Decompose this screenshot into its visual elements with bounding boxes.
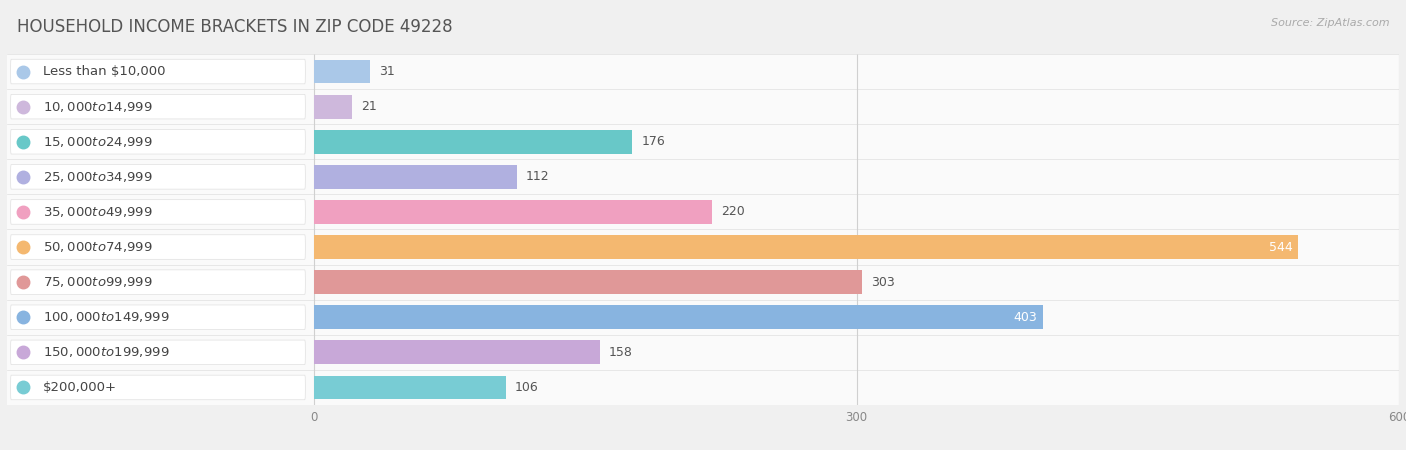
Text: 403: 403 [1014, 311, 1038, 324]
Bar [7, 300, 1399, 335]
FancyBboxPatch shape [11, 94, 305, 119]
Text: $50,000 to $74,999: $50,000 to $74,999 [44, 240, 153, 254]
Bar [7, 194, 1399, 230]
Bar [315, 375, 506, 400]
Text: 220: 220 [721, 206, 745, 218]
Text: $25,000 to $34,999: $25,000 to $34,999 [44, 170, 153, 184]
Bar [7, 370, 1399, 405]
FancyBboxPatch shape [11, 200, 305, 224]
Text: $15,000 to $24,999: $15,000 to $24,999 [44, 135, 153, 149]
Bar [7, 89, 1399, 124]
Text: 31: 31 [380, 65, 395, 78]
Bar [315, 270, 862, 294]
FancyBboxPatch shape [11, 270, 305, 294]
Bar [315, 305, 1043, 329]
Text: $150,000 to $199,999: $150,000 to $199,999 [44, 345, 170, 360]
FancyBboxPatch shape [11, 375, 305, 400]
Text: 21: 21 [361, 100, 377, 113]
Text: $100,000 to $149,999: $100,000 to $149,999 [44, 310, 170, 324]
Text: $35,000 to $49,999: $35,000 to $49,999 [44, 205, 153, 219]
Bar [7, 335, 1399, 370]
Bar [315, 340, 600, 364]
FancyBboxPatch shape [11, 235, 305, 259]
FancyBboxPatch shape [11, 165, 305, 189]
Bar [7, 159, 1399, 194]
Text: Less than $10,000: Less than $10,000 [44, 65, 166, 78]
FancyBboxPatch shape [11, 340, 305, 364]
FancyBboxPatch shape [11, 305, 305, 329]
Text: $75,000 to $99,999: $75,000 to $99,999 [44, 275, 153, 289]
Text: 158: 158 [609, 346, 633, 359]
FancyBboxPatch shape [11, 59, 305, 84]
Bar [7, 54, 1399, 89]
Text: 176: 176 [641, 135, 665, 148]
Text: Source: ZipAtlas.com: Source: ZipAtlas.com [1271, 18, 1389, 28]
Bar [7, 124, 1399, 159]
Text: 544: 544 [1268, 241, 1292, 253]
Text: 112: 112 [526, 171, 550, 183]
Bar [315, 130, 633, 154]
Text: HOUSEHOLD INCOME BRACKETS IN ZIP CODE 49228: HOUSEHOLD INCOME BRACKETS IN ZIP CODE 49… [17, 18, 453, 36]
Bar [7, 230, 1399, 265]
Text: 106: 106 [515, 381, 538, 394]
Bar [315, 165, 517, 189]
Bar [315, 94, 353, 119]
FancyBboxPatch shape [11, 130, 305, 154]
Text: $200,000+: $200,000+ [44, 381, 117, 394]
Bar [315, 235, 1298, 259]
Text: $10,000 to $14,999: $10,000 to $14,999 [44, 99, 153, 114]
Bar [315, 200, 711, 224]
Bar [7, 265, 1399, 300]
Text: 303: 303 [872, 276, 894, 288]
Bar [315, 59, 370, 84]
